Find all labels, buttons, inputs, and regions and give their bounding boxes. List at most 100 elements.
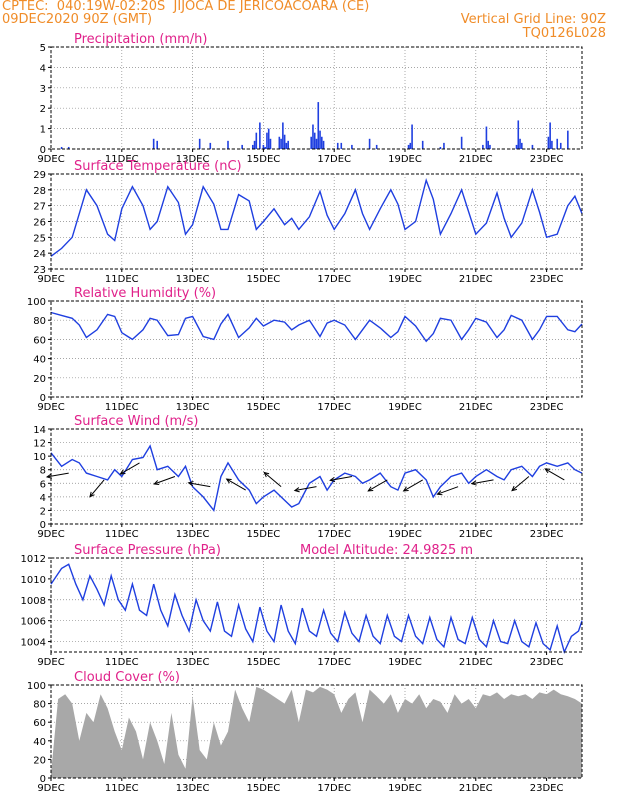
- humidity-xtick: 17DEC: [317, 402, 351, 413]
- wind-arrow: [153, 476, 176, 486]
- wind-xtick: 19DEC: [388, 529, 422, 540]
- precipitation-bar: [227, 140, 229, 149]
- humidity-panel: 0 20 40 60 80 100 9DEC 11DEC 13DEC 15DEC 17DEC 19DE…: [27, 286, 583, 413]
- pressure-xtick: 9DEC: [37, 657, 64, 668]
- temperature-ytick: 29: [33, 170, 46, 181]
- precipitation-frame: [50, 46, 583, 150]
- wind-arrow: [367, 479, 388, 492]
- cloud-xtick: 21DEC: [459, 783, 493, 794]
- cloud-ytick: 20: [33, 755, 46, 766]
- precipitation-bar: [262, 144, 265, 149]
- wind-title: Surface Wind (m/s): [74, 414, 198, 429]
- precipitation-xtick: 13DEC: [176, 154, 210, 165]
- precipitation-bar: [421, 140, 424, 149]
- precipitation-bar: [253, 140, 256, 149]
- wind-xtick: 13DEC: [176, 529, 210, 540]
- pressure-annotation: Model Altitude: 24.9825 m: [300, 543, 473, 558]
- precipitation-bar: [375, 144, 378, 149]
- temperature-xtick: 17DEC: [317, 274, 351, 285]
- precipitation-bar: [409, 142, 412, 149]
- wind-arrow: [119, 462, 140, 475]
- temperature-title: Surface Temperature (nC): [74, 159, 242, 174]
- precipitation-bar: [519, 138, 521, 149]
- precipitation-bar: [282, 122, 284, 149]
- wind-arrow: [511, 476, 530, 492]
- humidity-xtick: 19DEC: [388, 402, 422, 413]
- temperature-ytick: 23: [33, 265, 46, 276]
- humidity-title: Relative Humidity (%): [74, 286, 216, 301]
- precipitation-xtick: 21DEC: [459, 154, 493, 165]
- precipitation-bar: [443, 142, 445, 149]
- temperature-xtick: 11DEC: [105, 274, 139, 285]
- precipitation-panel: 0 1 2 3 4 5 9DEC 11DEC 13DEC 15DEC 17DEC 19DEC 21DEC…: [37, 32, 583, 165]
- wind-ytick: 14: [33, 425, 46, 436]
- precipitation-bar: [336, 142, 339, 149]
- humidity-line: [50, 311, 583, 343]
- cloud-xtick: 9DEC: [37, 783, 64, 794]
- precipitation-bar: [482, 144, 484, 149]
- cloud-xtick: 15DEC: [247, 783, 281, 794]
- humidity-xtick: 21DEC: [459, 402, 493, 413]
- temperature-ytick: 28: [33, 186, 46, 197]
- wind-xtick: 17DEC: [317, 529, 351, 540]
- precipitation-bar: [312, 124, 314, 149]
- temperature-frame: [50, 173, 583, 270]
- wind-line: [50, 444, 583, 513]
- precipitation-bar: [287, 140, 289, 149]
- cloud-ytick: 40: [33, 737, 46, 748]
- precipitation-xtick: 11DEC: [105, 154, 139, 165]
- humidity-xtick: 9DEC: [37, 402, 64, 413]
- precipitation-xtick: 17DEC: [317, 154, 351, 165]
- wind-xtick: 11DEC: [105, 529, 139, 540]
- wind-arrow: [89, 479, 105, 498]
- precipitation-bar: [156, 140, 158, 149]
- precipitation-title: Precipitation (mm/h): [74, 32, 207, 47]
- cloud-frame: [50, 684, 583, 779]
- precipitation-bar: [407, 144, 410, 149]
- cloud-panel: 0 20 40 60 80 100 9DEC 11DEC 13DEC 15DEC 17DEC 19DE…: [27, 670, 583, 794]
- humidity-ytick: 40: [33, 355, 46, 366]
- precipitation-bar: [319, 130, 321, 149]
- wind-xtick: 15DEC: [247, 529, 281, 540]
- wind-xtick: 23DEC: [530, 529, 564, 540]
- temperature-ytick: 27: [33, 202, 46, 213]
- wind-ytick: 6: [40, 479, 46, 490]
- precipitation-bar: [280, 138, 282, 149]
- precipitation-bar: [198, 138, 201, 149]
- humidity-ytick: 100: [27, 297, 46, 308]
- cloud-xtick: 23DEC: [530, 783, 564, 794]
- precipitation-bar: [241, 144, 243, 149]
- precipitation-bar: [317, 102, 320, 149]
- precipitation-bar: [439, 146, 442, 149]
- precipitation-bar: [351, 144, 353, 149]
- precipitation-ytick: 0: [40, 145, 46, 156]
- temperature-line: [50, 177, 583, 257]
- wind-arrow: [45, 472, 69, 479]
- precipitation-bar: [551, 140, 553, 149]
- pressure-frame: [50, 557, 583, 653]
- wind-xtick: 21DEC: [459, 529, 493, 540]
- wind-arrow: [436, 486, 459, 496]
- precipitation-bar: [368, 138, 371, 149]
- wind-ytick: 2: [40, 506, 46, 517]
- wind-frame: [50, 428, 583, 525]
- cloud-xtick: 17DEC: [317, 783, 351, 794]
- header-station: CPTEC: 040:19W-02:20S JIJOCA DE JERICOAC…: [2, 0, 370, 14]
- precipitation-bar: [278, 136, 281, 149]
- precipitation-bar: [255, 132, 258, 149]
- precipitation-bar: [321, 136, 323, 149]
- cloud-xtick: 19DEC: [388, 783, 422, 794]
- pressure-panel: 1004 1006 1008 1010 1012 9DEC 11DEC 13DEC 15DEC 1…: [21, 543, 583, 668]
- cloud-xtick: 13DEC: [176, 783, 210, 794]
- pressure-line: [50, 563, 583, 655]
- precipitation-bar: [515, 144, 518, 149]
- precipitation-ytick: 1: [40, 125, 46, 136]
- precipitation-bar: [485, 126, 488, 149]
- wind-ytick: 8: [40, 466, 46, 477]
- precipitation-bar: [269, 138, 272, 149]
- pressure-xtick: 17DEC: [317, 657, 351, 668]
- cloud-area: [51, 686, 582, 778]
- temperature-panel: 23 24 25 26 27 28 29 9DEC 11DEC 13DEC 15DEC 17DEC 19…: [33, 159, 583, 285]
- precipitation-ytick: 5: [40, 43, 46, 54]
- precipitation-bar: [340, 142, 343, 149]
